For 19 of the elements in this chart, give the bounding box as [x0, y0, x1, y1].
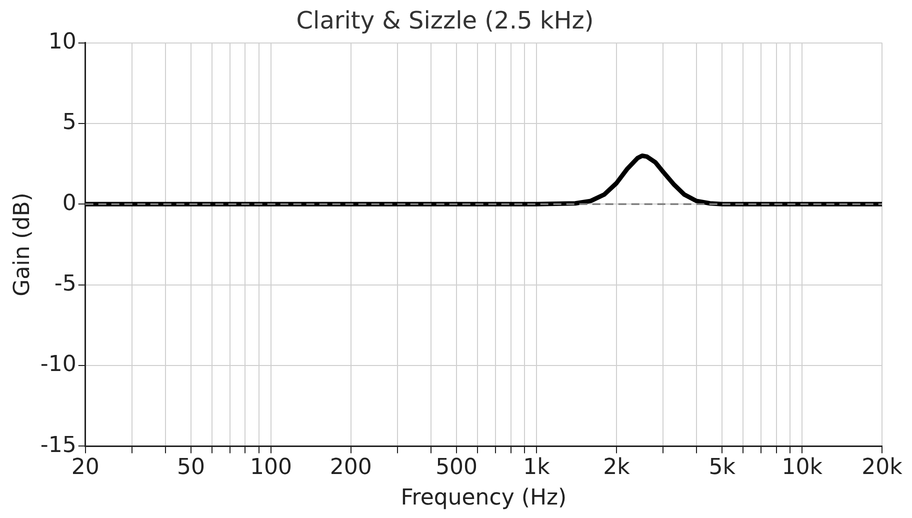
- x-tick-label: 500: [436, 455, 478, 480]
- y-tick-label: -5: [54, 272, 76, 297]
- x-tick-label: 10k: [782, 455, 823, 480]
- x-tick-label: 5k: [708, 455, 736, 480]
- x-tick-label: 20k: [862, 455, 903, 480]
- y-tick-label: 0: [62, 190, 76, 216]
- y-tick-label: 10: [48, 30, 76, 55]
- y-tick-label: 5: [62, 110, 76, 136]
- y-axis-title: Gain (dB): [10, 192, 35, 296]
- y-tick-label: -15: [40, 432, 76, 458]
- x-axis-title: Frequency (Hz): [400, 486, 567, 511]
- x-tick-label: 1k: [523, 455, 550, 480]
- x-tick-label: 2k: [603, 455, 630, 480]
- y-tick-label: -10: [40, 352, 76, 378]
- x-tick-label: 50: [177, 455, 206, 480]
- chart-title: Clarity & Sizzle (2.5 kHz): [296, 6, 594, 35]
- x-tick-label: 200: [330, 455, 372, 480]
- x-tick-label: 100: [250, 455, 292, 480]
- x-tick-label: 20: [71, 455, 100, 480]
